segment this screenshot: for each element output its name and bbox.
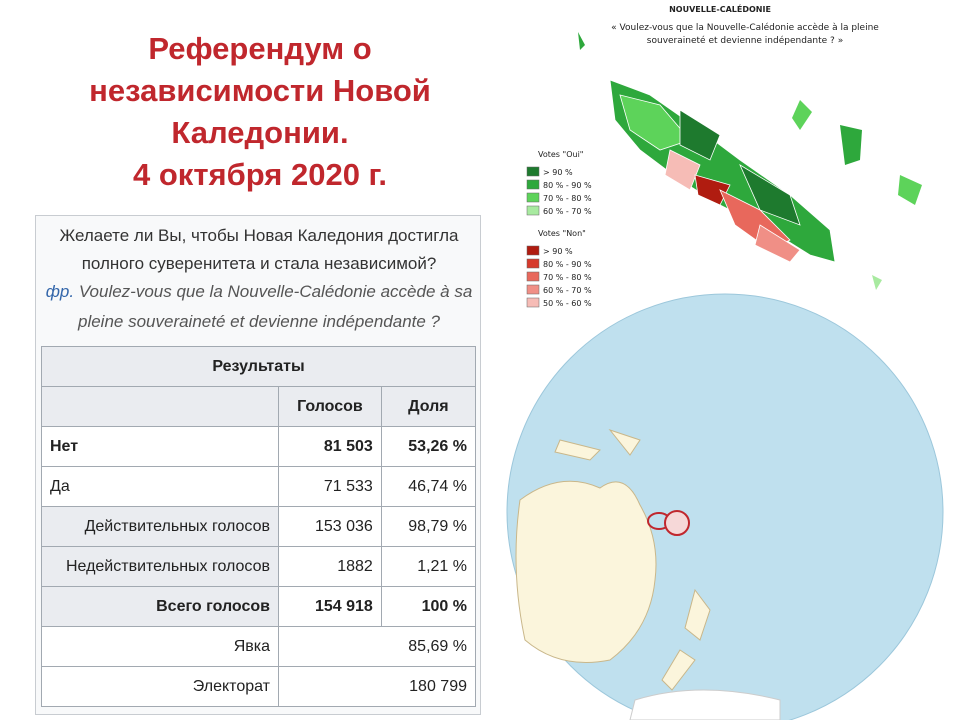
globe	[506, 293, 944, 720]
result-row: Да 71 533 46,74 %	[41, 466, 477, 507]
legend-swatch	[526, 297, 540, 308]
legend-title: Votes "Oui"	[538, 150, 583, 159]
legend-label: 50 % - 60 %	[543, 299, 592, 308]
island-map	[578, 32, 922, 290]
cell: 81 503	[278, 426, 382, 467]
french-line: фр. Voulez-vous que la Nouvelle-Calédoni…	[36, 282, 482, 302]
result-row: Явка 85,69 %	[41, 626, 476, 667]
slide-title: Референдум о независимости Новой Каледонии…	[20, 28, 500, 196]
title-line: независимости Новой	[89, 73, 431, 108]
cell: 98,79 %	[380, 506, 477, 547]
legend-label: 80 % - 90 %	[543, 260, 592, 269]
question-line: полного суверенитета и стала независимой…	[81, 254, 437, 273]
header-row: Голосов Доля	[41, 386, 477, 427]
french-line: pleine souveraineté et devienne indépend…	[77, 312, 440, 331]
legend-swatch	[526, 166, 540, 177]
cell: 1,21 %	[380, 546, 477, 587]
result-row: Действительных голосов 153 036 98,79 %	[41, 506, 477, 547]
map-question: « Voulez-vous que la Nouvelle-Calédonie …	[611, 22, 879, 33]
cell: 53,26 %	[380, 426, 477, 467]
question-line: Желаете ли Вы, чтобы Новая Каледония дос…	[59, 226, 459, 245]
legend-swatch	[526, 258, 540, 269]
cell: 1882	[278, 546, 382, 587]
title-line: Каледонии.	[171, 115, 349, 150]
cell: Нет	[41, 426, 279, 467]
infobox: Желаете ли Вы, чтобы Новая Каледония дос…	[35, 215, 481, 715]
map-title: NOUVELLE-CALÉDONIE	[669, 3, 771, 14]
cell: Недействительных голосов	[41, 546, 279, 587]
cell: 85,69 %	[278, 626, 476, 667]
legend-swatch	[526, 245, 540, 256]
header-cell: Доля	[380, 386, 477, 427]
legend-title: Votes "Non"	[538, 229, 586, 238]
legend-label: 70 % - 80 %	[543, 194, 592, 203]
table-caption: Результаты	[41, 346, 476, 387]
lang-link[interactable]: фр.	[45, 282, 75, 301]
cell: 180 799	[278, 666, 476, 707]
french-text: Voulez-vous que la Nouvelle-Calédonie ac…	[78, 282, 473, 301]
legend-swatch	[526, 205, 540, 216]
title-line: 4 октября 2020 г.	[133, 157, 387, 192]
cell: Да	[41, 466, 279, 507]
legend-swatch	[526, 179, 540, 190]
legend-swatch	[526, 271, 540, 282]
legend-label: 60 % - 70 %	[543, 286, 592, 295]
cell: 154 918	[278, 586, 382, 627]
result-row: Нет 81 503 53,26 %	[41, 426, 477, 467]
results-table: Результаты Голосов Доля Нет 81 503 53,26 % Да 7…	[41, 346, 477, 707]
legend-label: > 90 %	[543, 168, 573, 177]
legend-swatch	[526, 284, 540, 295]
map-question: souveraineté et devienne indépendante ? …	[647, 35, 843, 46]
legend-label: 80 % - 90 %	[543, 181, 592, 190]
cell: 71 533	[278, 466, 382, 507]
result-row: Электорат 180 799	[41, 666, 476, 707]
cell: 100 %	[380, 586, 477, 627]
legend-label: 70 % - 80 %	[543, 273, 592, 282]
legend-swatch	[526, 192, 540, 203]
title-line: Референдум о	[148, 31, 372, 66]
cell: Действительных голосов	[41, 506, 279, 547]
cell: 153 036	[278, 506, 382, 547]
legend-label: 60 % - 70 %	[543, 207, 592, 216]
caption-row: Результаты	[41, 346, 476, 387]
cell: 46,74 %	[380, 466, 477, 507]
header-cell	[41, 386, 279, 427]
result-row: Недействительных голосов 1882 1,21 %	[41, 546, 477, 587]
cell: Электорат	[41, 666, 279, 707]
legend-label: > 90 %	[543, 247, 573, 256]
